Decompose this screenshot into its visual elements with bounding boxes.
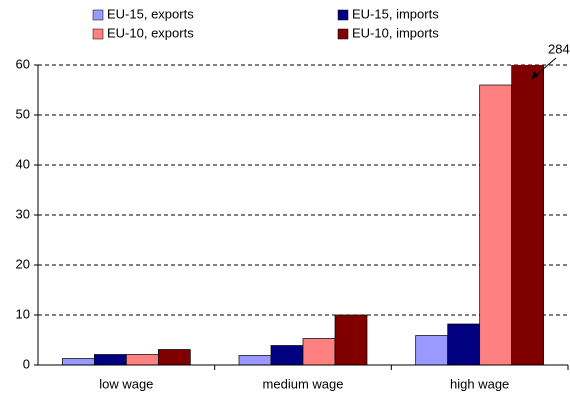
y-tick-label: 0 — [23, 356, 30, 371]
y-tick-label: 20 — [16, 256, 30, 271]
y-tick-label: 40 — [16, 156, 30, 171]
bar — [125, 354, 159, 365]
x-tick-label: medium wage — [263, 376, 344, 391]
value-label: 284 — [548, 41, 570, 56]
legend-label: EU-10, exports — [107, 25, 194, 40]
x-tick-label: high wage — [450, 376, 509, 391]
bar — [479, 84, 513, 365]
arrow-head — [531, 71, 539, 79]
legend-swatch — [337, 28, 349, 40]
legend-label: EU-15, exports — [107, 6, 194, 21]
bar — [302, 338, 336, 365]
bar — [238, 355, 272, 365]
x-tick-label: low wage — [99, 376, 153, 391]
bar — [511, 65, 545, 365]
labels: 0 10 20 30 40 50 60 low wage medium wage high wag… — [16, 6, 570, 391]
legend-swatch — [337, 9, 349, 21]
bar — [93, 354, 127, 365]
y-tick-label: 60 — [16, 56, 30, 71]
bar — [334, 314, 368, 365]
bar — [447, 323, 481, 365]
legend-label: EU-15, imports — [352, 6, 439, 21]
bars — [61, 65, 545, 365]
legend-label: EU-10, imports — [352, 25, 439, 40]
y-tick-label: 50 — [16, 106, 30, 121]
legend-swatch — [92, 9, 104, 21]
bar — [415, 335, 449, 365]
y-tick-label: 30 — [16, 206, 30, 221]
y-tick-label: 10 — [16, 306, 30, 321]
bar — [157, 349, 191, 365]
bar — [61, 358, 95, 365]
bar — [270, 345, 304, 365]
legend-swatch — [92, 28, 104, 40]
